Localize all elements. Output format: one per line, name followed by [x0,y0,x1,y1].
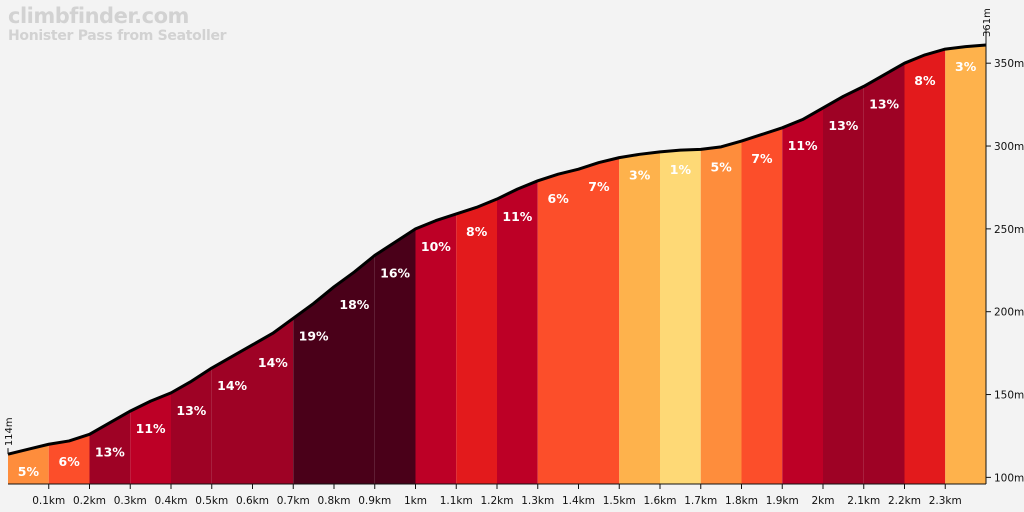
x-tick-label: 1.3km [521,495,554,507]
gradient-segment [619,151,660,484]
y-tick-label: 200m [994,307,1024,319]
gradient-label: 13% [869,96,899,111]
x-tick-label: 0.8km [317,495,350,507]
gradient-segment [171,368,212,484]
x-tick-label: 0.7km [277,495,310,507]
start-elevation-label: 114m [4,417,15,446]
gradient-segment [497,180,538,484]
gradient-segment [578,157,620,484]
gradient-segment [782,107,823,485]
brand-logo: climbfinder.com [8,4,189,28]
gradient-segments [8,44,986,485]
gradient-label: 14% [258,355,288,370]
x-tick-label: 0.1km [32,495,65,507]
gradient-label: 11% [788,138,818,153]
gradient-segment [334,255,375,484]
gradient-segment [456,199,497,485]
x-tick-label: 1.7km [684,495,717,507]
x-tick-label: 0.3km [114,495,147,507]
x-tick-label: 0.2km [73,495,106,507]
gradient-segment [741,127,783,484]
x-tick-label: 2.2km [888,495,921,507]
gradient-segment [700,141,742,484]
x-tick-label: 2.3km [929,495,962,507]
gradient-label: 8% [466,224,488,239]
x-tick-label: 0.6km [236,495,269,507]
y-tick-label: 300m [994,141,1024,153]
gradient-label: 16% [380,265,410,280]
x-axis-ticks: 0.1km 0.2km 0.3km 0.4km 0.5km 0.6km 0.7km 0.8km… [32,484,962,507]
gradient-segment [415,213,457,484]
gradient-segment [252,318,294,484]
x-tick-label: 1.6km [643,495,676,507]
gradient-label: 5% [711,159,733,174]
y-axis-ticks: 100m 150m 200m 250m 300m 350m [986,58,1024,484]
x-tick-label: 0.5km [195,495,228,507]
gradient-label: 7% [588,179,610,194]
y-tick-label: 250m [994,224,1024,236]
x-tick-label: 1.9km [766,495,799,507]
gradient-label: 13% [176,403,206,418]
x-tick-label: 1.8km [725,495,758,507]
gradient-label: 11% [136,421,166,436]
y-tick-label: 100m [994,472,1024,484]
x-tick-label: 2.1km [847,495,880,507]
x-tick-label: 2km [812,495,835,507]
gradient-segment [130,392,171,484]
gradient-label: 13% [828,118,858,133]
gradient-segment [211,344,253,484]
gradient-label: 6% [59,454,81,469]
gradient-label: 8% [914,73,936,88]
gradient-label: 3% [629,168,651,183]
gradient-label: 1% [670,162,692,177]
gradient-label: 6% [548,191,570,206]
x-tick-label: 1.1km [440,495,473,507]
x-tick-label: 0.4km [154,495,187,507]
gradient-labels: 5% 6% 13% 11% 13% 14% 14% 19% 18% 16% 10% 8% 11% 6% 7%… [18,59,977,479]
x-tick-label: 1km [404,495,427,507]
gradient-label: 11% [502,209,532,224]
gradient-segment [48,434,90,484]
gradient-segment [904,49,946,485]
x-tick-label: 1.5km [603,495,636,507]
chart-title: Honister Pass from Seatoller [8,28,227,44]
gradient-label: 5% [18,464,40,479]
gradient-label: 14% [217,378,247,393]
gradient-segment [374,228,416,484]
gradient-label: 7% [751,151,773,166]
gradient-segment [660,149,701,484]
gradient-segment [537,169,579,484]
gradient-segment [945,44,986,484]
gradient-label: 19% [299,328,329,343]
end-elevation-label: 361m [982,8,993,37]
gradient-label: 10% [421,239,451,254]
gradient-segment [8,444,49,484]
x-tick-label: 0.9km [358,495,391,507]
y-tick-label: 350m [994,58,1024,70]
elevation-profile-line [7,43,987,456]
gradient-label: 13% [95,444,125,459]
x-tick-label: 1.2km [480,495,513,507]
gradient-segment [293,286,334,484]
gradient-label: 3% [955,59,977,74]
y-tick-label: 150m [994,390,1024,402]
gradient-label: 18% [339,297,369,312]
x-tick-label: 1.4km [562,495,595,507]
gradient-segment [823,86,864,484]
gradient-segment [863,63,905,484]
